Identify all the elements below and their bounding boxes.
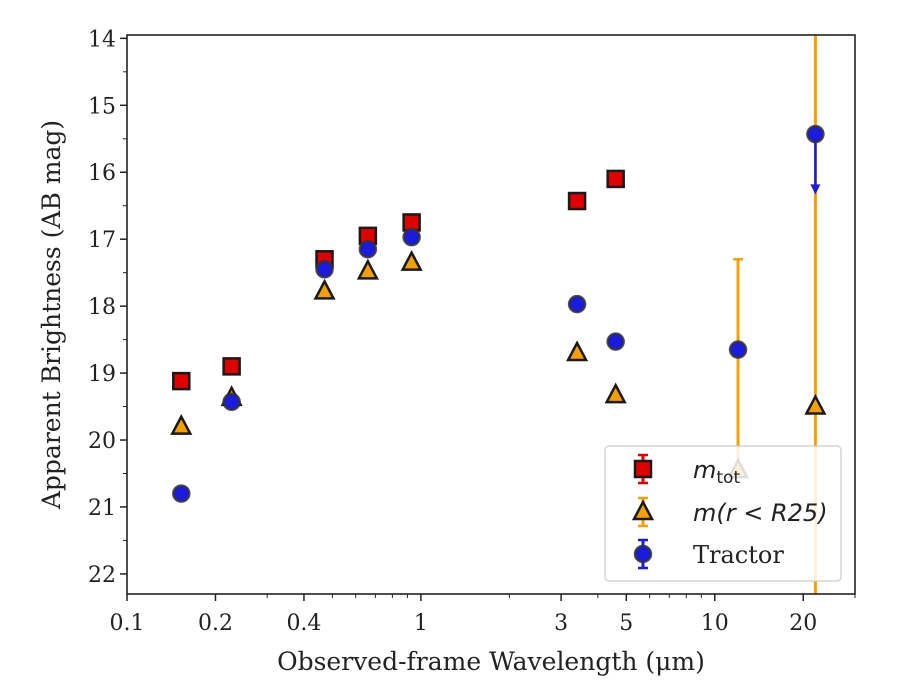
- y-tick-label: 22: [88, 563, 116, 588]
- square-point: [172, 371, 191, 391]
- triangle-point: [170, 413, 193, 435]
- y-axis-title: Apparent Brightness (AB mag): [37, 120, 66, 510]
- x-tick-label: 10: [701, 611, 729, 636]
- legend-label-mtot: mtot: [693, 456, 740, 488]
- plot-marks: [170, 35, 827, 594]
- y-tick-label: 15: [88, 94, 116, 119]
- x-tick-label: 3: [554, 611, 568, 636]
- y-tick-label: 21: [88, 496, 116, 521]
- circle-point: [172, 484, 191, 503]
- legend-box: [604, 445, 842, 582]
- legend-label-tractor: Tractor: [693, 541, 784, 569]
- x-tick-label: 0.2: [198, 611, 233, 636]
- triangle-point: [313, 278, 336, 300]
- upper-limit-arrowhead: [810, 184, 821, 195]
- y-tick-label: 19: [88, 362, 116, 387]
- circle-point: [222, 392, 241, 412]
- circle-point: [606, 332, 625, 351]
- x-tick-label: 0.4: [286, 611, 321, 636]
- x-tick-label: 20: [789, 611, 817, 636]
- legend-triangle-marker: [631, 499, 655, 521]
- triangle-point: [400, 249, 423, 271]
- square-point: [606, 169, 625, 189]
- circle-point: [315, 260, 334, 279]
- circle-point: [358, 239, 378, 259]
- triangle-point: [804, 393, 827, 415]
- y-tick-label: 16: [88, 161, 116, 186]
- circle-point: [567, 294, 587, 314]
- circle-point: [728, 340, 748, 359]
- triangle-point: [356, 258, 379, 280]
- legend-square-marker: [633, 459, 653, 479]
- axes: 14 15 16 17 18 19 20 21 22 0.1 0.2 0.4 1 3 5 10 20: [88, 27, 856, 636]
- plot-frame: [126, 34, 856, 595]
- triangle-point: [566, 340, 589, 362]
- x-axis-title: Observed-frame Wavelength (μm): [277, 647, 705, 676]
- y-tick-label: 14: [88, 27, 116, 52]
- circle-point: [806, 124, 825, 144]
- legend: mtot m(r < R25) Tractor: [604, 445, 842, 582]
- x-tick-label: 1: [414, 611, 428, 636]
- legend-circle-marker: [633, 544, 653, 564]
- y-tick-label: 17: [88, 228, 116, 253]
- triangle-point: [604, 382, 627, 404]
- y-tick-label: 20: [88, 429, 116, 454]
- square-point: [567, 191, 587, 211]
- legend-label-m-r25: m(r < R25): [693, 499, 828, 527]
- x-tick-label: 5: [619, 611, 633, 636]
- square-point: [222, 357, 241, 376]
- y-tick-label: 18: [88, 295, 116, 320]
- x-tick-label: 0.1: [110, 611, 145, 636]
- circle-point: [402, 227, 421, 247]
